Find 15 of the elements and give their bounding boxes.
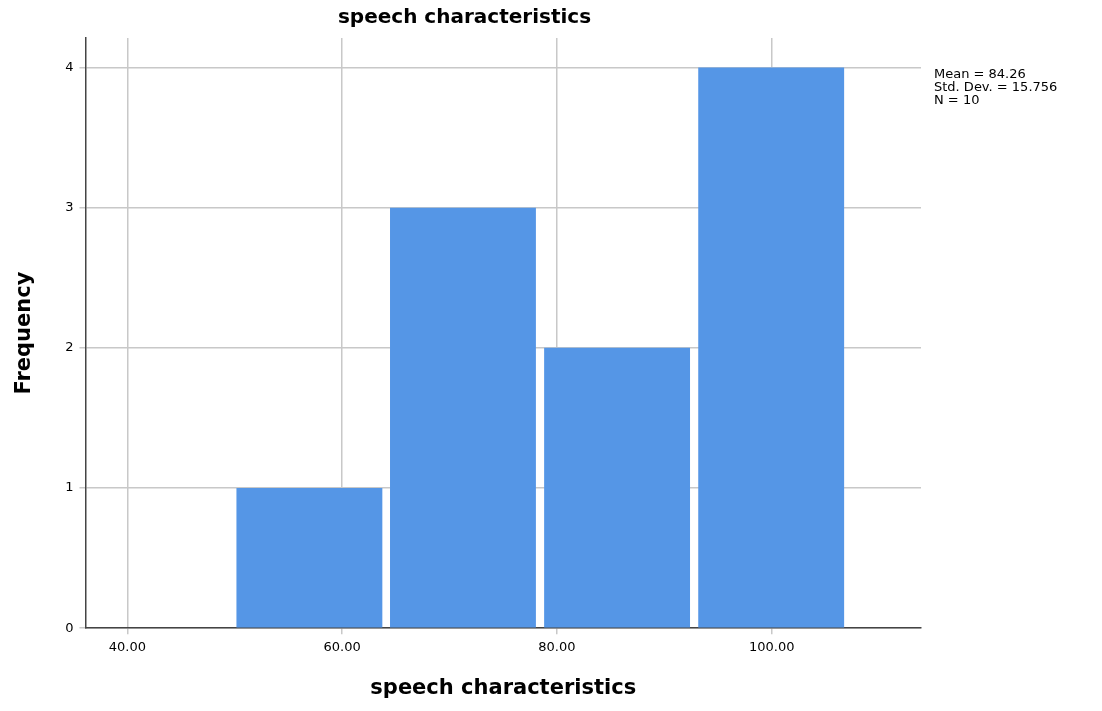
- text: Mean = 84.26: [934, 65, 1026, 81]
- y-tick-label: 3: [65, 199, 74, 214]
- y-axis-title: Frequency: [11, 271, 36, 395]
- x-tick-label: 40.00: [108, 639, 146, 655]
- x-axis-title: speech characteristics: [370, 674, 637, 699]
- x-tick-label: 80.00: [538, 639, 576, 655]
- chart-title: speech characteristics: [337, 4, 592, 29]
- text: Std. Dev. = 15.756: [934, 78, 1058, 94]
- y-tick-label: 0: [65, 619, 74, 635]
- x-tick-label: 60.00: [323, 639, 361, 655]
- y-tick-label: 2: [65, 339, 74, 355]
- x-tick-label: 100.00: [748, 639, 795, 655]
- y-tick-label: 1: [65, 479, 74, 495]
- y-tick-label: 4: [65, 58, 74, 74]
- text: N = 10: [934, 91, 980, 107]
